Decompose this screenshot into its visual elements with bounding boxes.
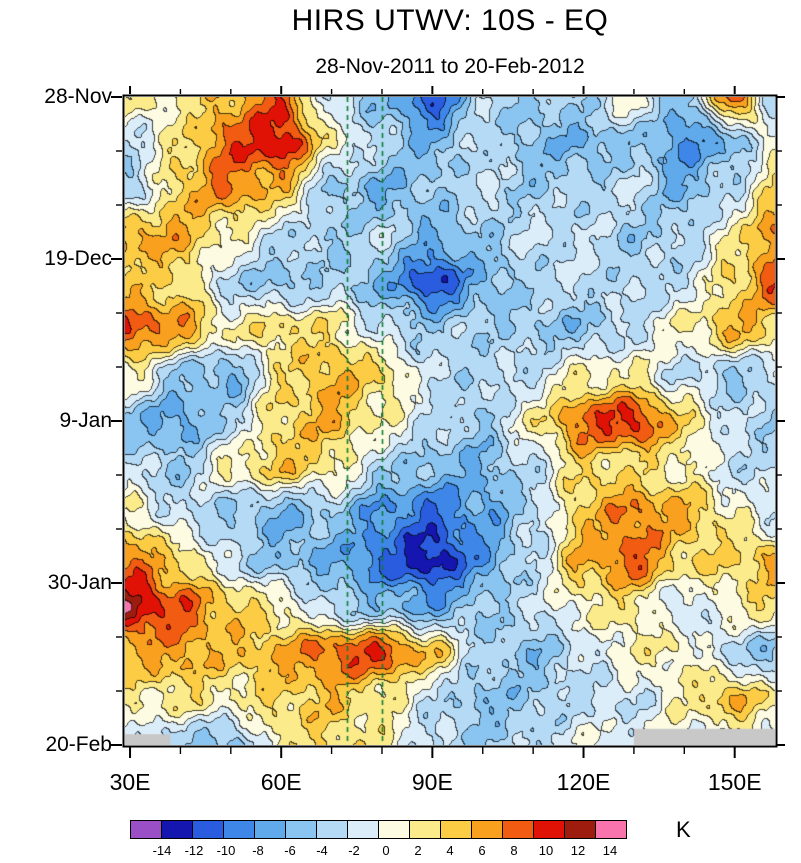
y-tick-label: 9-Jan <box>59 409 112 432</box>
colorbar-tick-label: -14 <box>152 843 172 858</box>
colorbar-tick-label: -6 <box>284 843 296 858</box>
x-tick-label: 120E <box>556 769 611 795</box>
colorbar-tick-label: 6 <box>478 843 486 858</box>
x-tick-label: 150E <box>707 769 762 795</box>
x-tick-label: 90E <box>411 769 453 795</box>
colorbar-swatch <box>161 820 193 839</box>
colorbar-swatch <box>502 820 534 839</box>
colorbar-swatch <box>595 820 627 839</box>
y-tick-label: 20-Feb <box>45 733 112 756</box>
colorbar-swatch <box>440 820 472 839</box>
colorbar-swatch <box>409 820 441 839</box>
colorbar-tick-label: 0 <box>382 843 390 858</box>
y-tick-label: 30-Jan <box>47 571 112 594</box>
colorbar-tick-label: 4 <box>446 843 454 858</box>
chart-subtitle: 28-Nov-2011 to 20-Feb-2012 <box>315 55 585 78</box>
x-tick-label: 60E <box>260 769 302 795</box>
colorbar-tick-label: 2 <box>414 843 422 858</box>
colorbar-tick-label: -10 <box>216 843 236 858</box>
colorbar-swatch <box>378 820 410 839</box>
colorbar-tick-label: -4 <box>316 843 328 858</box>
colorbar-swatch <box>285 820 317 839</box>
y-tick-label: 28-Nov <box>44 85 112 108</box>
contour-heatmap <box>125 97 775 745</box>
colorbar-unit-label: K <box>676 817 691 842</box>
chart-title: HIRS UTWV: 10S - EQ <box>291 4 609 37</box>
colorbar-swatch <box>347 820 379 839</box>
y-tick-label: 19-Dec <box>44 247 112 270</box>
colorbar-swatch <box>223 820 255 839</box>
x-tick-label: 30E <box>109 769 151 795</box>
colorbar-tick-label: 8 <box>510 843 518 858</box>
colorbar-tick-label: 10 <box>538 843 554 858</box>
colorbar-tick-label: 12 <box>570 843 586 858</box>
colorbar-swatch <box>471 820 503 839</box>
colorbar-tick-label: 14 <box>602 843 618 858</box>
colorbar-swatch <box>130 820 162 839</box>
colorbar-tick-label: -2 <box>348 843 360 858</box>
colorbar-tick-label: -12 <box>184 843 204 858</box>
colorbar-swatch <box>254 820 286 839</box>
colorbar-swatch <box>533 820 565 839</box>
colorbar-tick-label: -8 <box>252 843 264 858</box>
colorbar-swatch <box>564 820 596 839</box>
colorbar-swatch <box>316 820 348 839</box>
colorbar <box>130 820 627 839</box>
colorbar-swatch <box>192 820 224 839</box>
